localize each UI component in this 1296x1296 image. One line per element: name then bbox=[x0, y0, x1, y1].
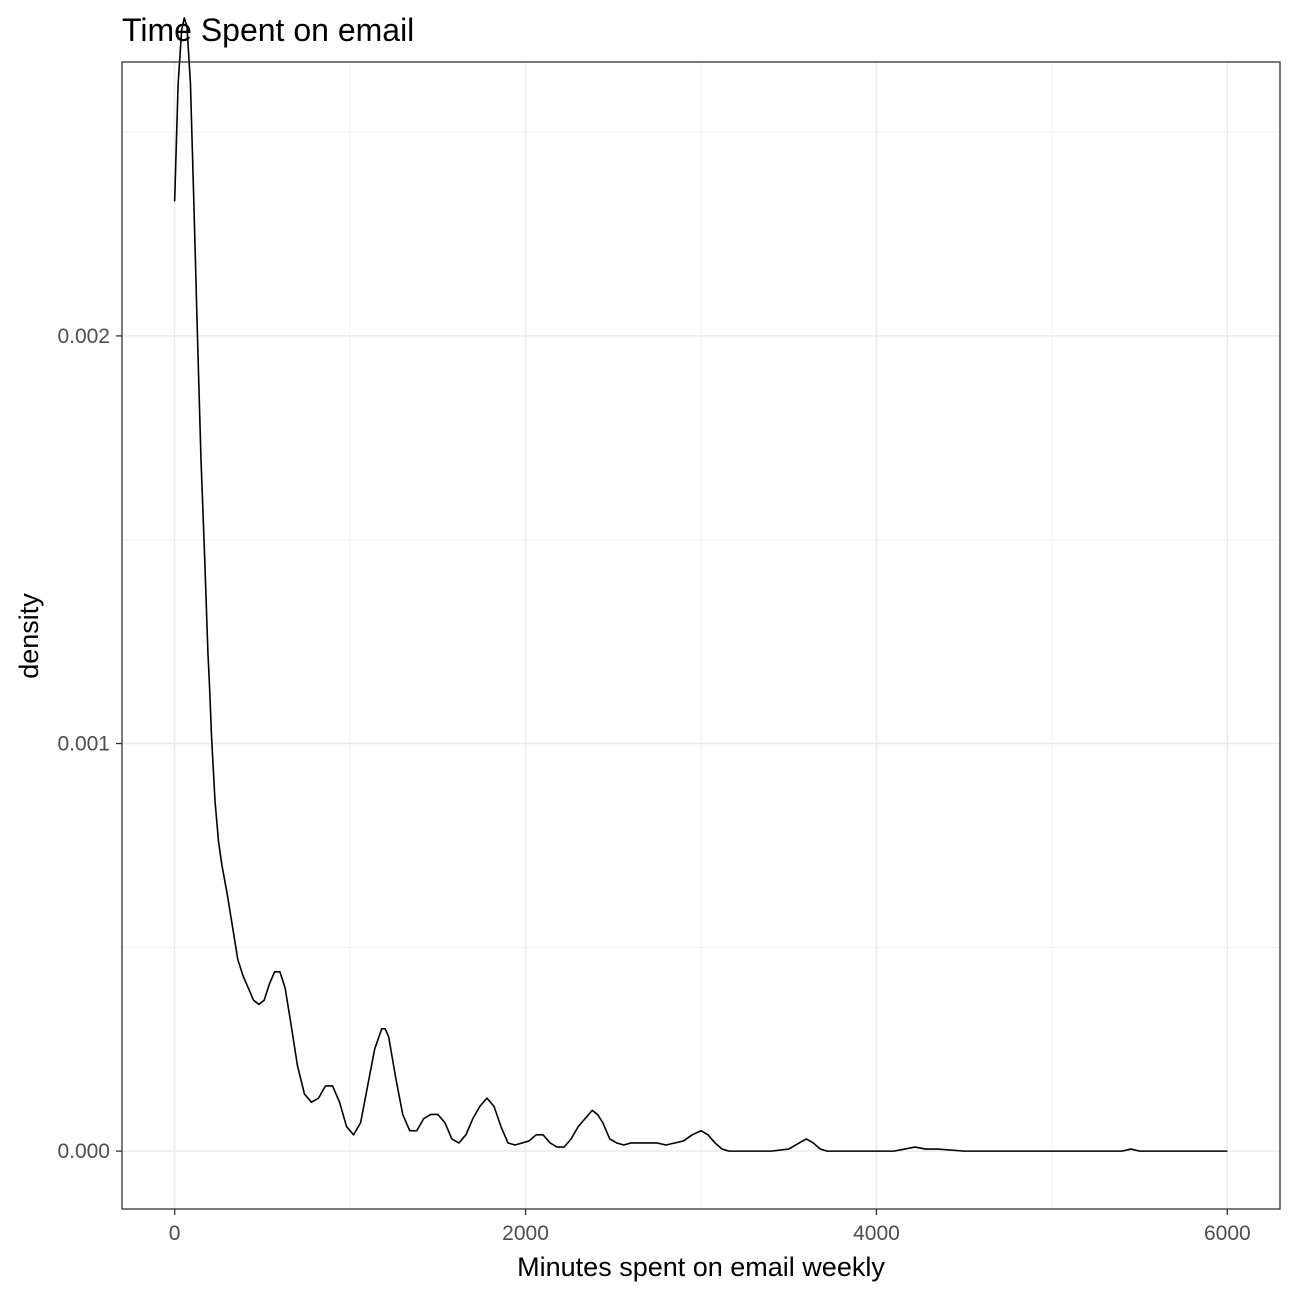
x-tick-label: 0 bbox=[169, 1222, 181, 1245]
x-tick-label: 6000 bbox=[1204, 1222, 1251, 1245]
y-tick-label: 0.000 bbox=[57, 1140, 110, 1163]
x-axis-title: Minutes spent on email weekly bbox=[517, 1252, 885, 1282]
x-tick-label: 4000 bbox=[853, 1222, 900, 1245]
series-layer bbox=[173, 17, 1228, 1152]
y-axis: 0.000 0.001 0.002 bbox=[57, 325, 122, 1163]
y-tick-label: 0.001 bbox=[57, 733, 110, 756]
x-axis: 0 2000 4000 6000 bbox=[169, 1209, 1251, 1245]
plot-border bbox=[121, 61, 1281, 1210]
density-line bbox=[173, 17, 1228, 1152]
y-tick-label: 0.002 bbox=[57, 325, 110, 348]
chart-title: Time Spent on email bbox=[122, 12, 414, 48]
y-axis-title: density bbox=[14, 593, 44, 679]
x-tick-label: 2000 bbox=[502, 1222, 549, 1245]
